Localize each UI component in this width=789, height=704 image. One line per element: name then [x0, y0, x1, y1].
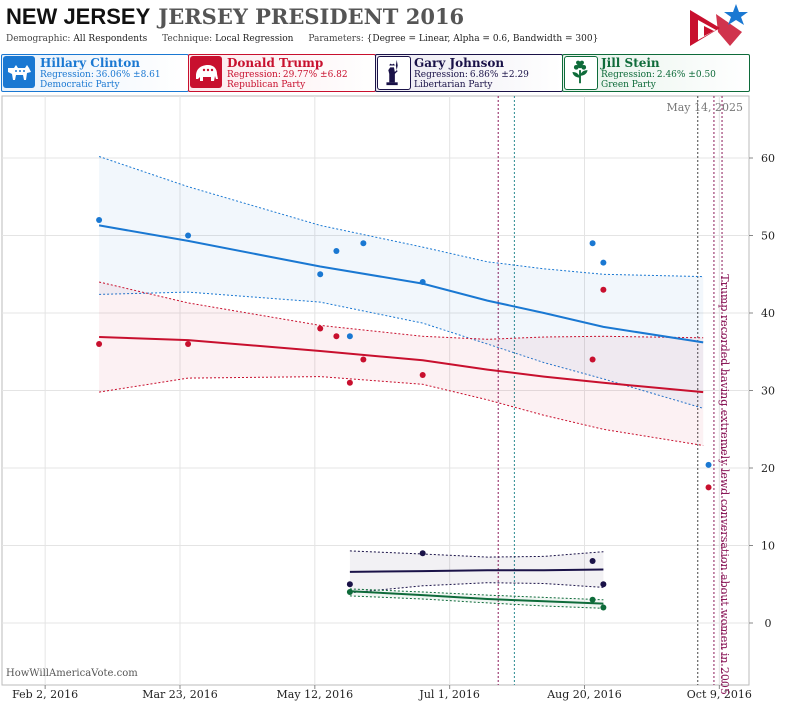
chart-header: NEW JERSEY JERSEY PRESIDENT 2016 — [6, 4, 464, 30]
data-point — [600, 604, 607, 611]
data-point — [346, 589, 353, 595]
legend-johnson: Gary Johnson Regression: 6.86% ±2.29 Libe… — [375, 54, 563, 92]
regression-label: Regression: — [414, 70, 468, 80]
parameters-value: {Degree = Linear, Alpha = 0.6, Bandwidth… — [366, 34, 599, 44]
data-point — [419, 372, 426, 378]
band-upper-line — [349, 588, 604, 601]
legend-stein: Jill Stein Regression: 2.46% ±0.50 Green … — [562, 54, 750, 92]
event-marker-label: Trump recorded having extremely lewd con… — [718, 274, 731, 695]
donkey-icon — [3, 56, 35, 88]
data-point — [317, 271, 324, 278]
data-point — [589, 596, 596, 603]
data-point — [185, 232, 192, 239]
data-point — [346, 379, 353, 386]
confidence-band — [99, 156, 704, 409]
x-tick-label: May 12, 2016 — [277, 688, 354, 701]
trend-line — [98, 224, 704, 344]
data-point — [333, 333, 340, 340]
regression-label: Regression: — [40, 70, 94, 80]
data-point — [589, 240, 596, 247]
regression-value: 29.77% ±6.82 — [282, 70, 348, 80]
parameters-line: Demographic: All Respondents Technique: … — [6, 34, 598, 44]
band-upper-line — [98, 281, 704, 340]
regression-label: Regression: — [227, 70, 281, 80]
y-tick-label: 0 — [765, 617, 772, 630]
watermark: HowWillAmericaVote.com — [6, 668, 138, 679]
technique-label: Technique: — [162, 34, 213, 44]
band-lower-line — [99, 376, 704, 446]
y-tick-label: 10 — [761, 540, 775, 553]
band-lower-line — [349, 582, 604, 594]
band-lower-line — [99, 291, 704, 409]
data-point — [360, 356, 367, 363]
regression-label: Regression: — [601, 70, 655, 80]
data-point — [96, 217, 103, 223]
confidence-band — [99, 282, 704, 446]
data-point — [346, 581, 353, 588]
candidate-name: Donald Trump — [227, 56, 324, 70]
band-upper-line — [98, 156, 704, 278]
candidate-regression: Regression: 36.06% ±8.61 — [40, 70, 161, 80]
y-tick-label: 30 — [761, 385, 775, 398]
data-point — [600, 581, 607, 588]
candidate-name: Jill Stein — [601, 56, 660, 70]
data-point — [705, 484, 712, 491]
regression-value: 6.86% ±2.29 — [469, 70, 529, 80]
y-tick-label: 20 — [761, 462, 775, 475]
data-point — [419, 550, 426, 557]
trend-line — [349, 590, 604, 605]
candidate-regression: Regression: 6.86% ±2.29 — [414, 70, 529, 80]
demographic-label: Demographic: — [6, 34, 71, 44]
band-upper-line — [349, 550, 604, 558]
legend-clinton: Hillary Clinton Regression: 36.06% ±8.61 … — [1, 54, 189, 92]
legend-trump: Donald Trump Regression: 29.77% ±6.82 Rep… — [188, 54, 376, 92]
y-tick-label: 60 — [761, 152, 775, 165]
candidate-legend: Hillary Clinton Regression: 36.06% ±8.61 … — [0, 54, 789, 92]
elephant-icon — [190, 56, 222, 88]
data-point — [589, 558, 596, 564]
confidence-band — [349, 550, 604, 593]
y-tick-label: 50 — [761, 230, 775, 243]
x-tick-label: Oct 9, 2016 — [687, 688, 752, 701]
x-tick-label: Jul 1, 2016 — [418, 688, 480, 701]
race-title: JERSEY PRESIDENT 2016 — [158, 4, 465, 29]
candidate-name: Gary Johnson — [414, 56, 505, 70]
parameters-label: Parameters: — [308, 34, 364, 44]
technique-value: Local Regression — [215, 34, 294, 44]
x-tick-label: Aug 20, 2016 — [546, 688, 622, 701]
data-point — [600, 259, 607, 266]
x-tick-label: Feb 2, 2016 — [12, 688, 78, 701]
trend-line — [99, 336, 704, 394]
data-point — [360, 240, 367, 247]
data-point — [333, 248, 340, 254]
demographic-value: All Respondents — [73, 34, 148, 44]
statue-of-liberty-icon — [377, 56, 411, 90]
regression-value: 2.46% ±0.50 — [656, 70, 716, 80]
site-logo — [690, 4, 748, 46]
candidate-regression: Regression: 2.46% ±0.50 — [601, 70, 716, 80]
data-point — [317, 325, 324, 332]
band-lower-line — [349, 595, 604, 609]
data-point — [346, 333, 353, 340]
candidate-party: Democratic Party — [40, 80, 120, 90]
regression-value: 36.06% ±8.61 — [95, 70, 161, 80]
candidate-name: Hillary Clinton — [40, 56, 140, 70]
x-tick-label: Mar 23, 2016 — [142, 688, 218, 701]
data-point — [185, 341, 192, 347]
candidate-party: Green Party — [601, 80, 656, 90]
y-tick-label: 40 — [761, 307, 775, 320]
data-point — [705, 461, 712, 468]
data-point — [419, 279, 426, 285]
candidate-regression: Regression: 29.77% ±6.82 — [227, 70, 348, 80]
data-point — [600, 286, 607, 293]
data-point — [589, 356, 596, 363]
candidate-party: Republican Party — [227, 80, 306, 90]
date-stamp: May 14, 2025 — [666, 101, 743, 114]
trend-line — [349, 568, 604, 573]
data-point — [96, 341, 103, 347]
candidate-party: Libertarian Party — [414, 80, 493, 90]
flower-icon — [564, 56, 598, 90]
state-title: NEW JERSEY — [6, 4, 151, 29]
